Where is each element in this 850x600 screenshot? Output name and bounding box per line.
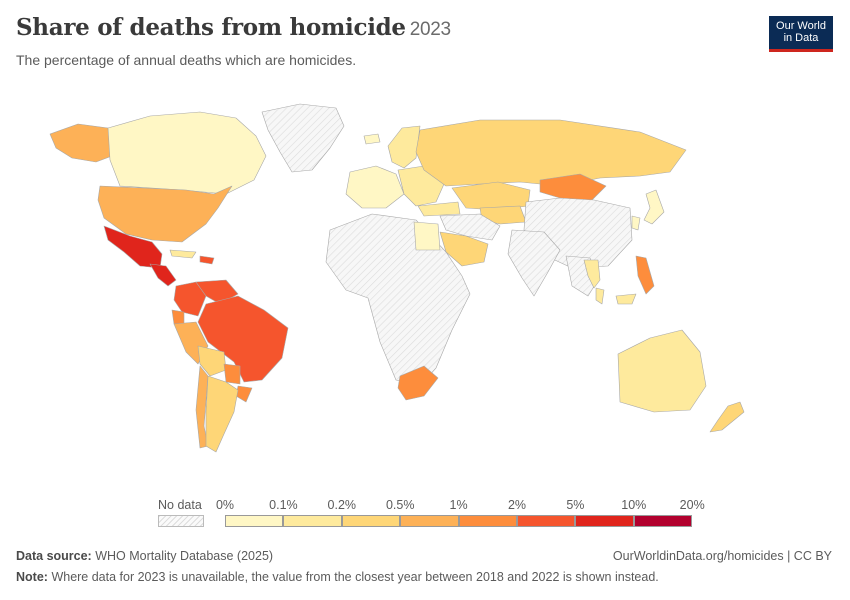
region-turkey[interactable] <box>417 201 461 217</box>
region-bolivia[interactable] <box>197 345 227 377</box>
region-japan[interactable] <box>643 189 665 225</box>
region-scandinavia[interactable] <box>387 125 421 169</box>
region-iceland[interactable] <box>363 133 381 145</box>
region-south-africa[interactable] <box>397 365 439 401</box>
legend-bin-5[interactable] <box>517 515 576 527</box>
region-cuba[interactable] <box>169 249 197 259</box>
color-legend: No data 0% 0.1% 0.2% 0.5% 1% 2% 5% 10% 20% <box>0 496 850 536</box>
chart-title-text: Share of deaths from homicide <box>16 14 406 41</box>
legend-tick-label: 0.1% <box>269 498 298 512</box>
footer-source-label: Data source: <box>16 549 92 563</box>
legend-bin-3[interactable] <box>400 515 459 527</box>
region-canada[interactable] <box>107 111 267 195</box>
legend-tick-label: 2% <box>507 498 527 512</box>
chart-title: Share of deaths from homicide 2023 <box>16 14 451 41</box>
region-south-korea[interactable] <box>631 215 641 231</box>
legend-bin-1[interactable] <box>283 515 342 527</box>
region-uruguay[interactable] <box>235 385 253 403</box>
region-india[interactable] <box>507 229 561 297</box>
region-australia[interactable] <box>617 329 707 413</box>
legend-tick-label: 0.5% <box>385 498 415 512</box>
region-brazil[interactable] <box>197 295 289 383</box>
region-philippines[interactable] <box>635 255 655 295</box>
logo-line-2: in Data <box>783 32 819 44</box>
owid-logo[interactable]: Our World in Data <box>769 16 833 52</box>
region-alaska[interactable] <box>49 123 113 163</box>
legend-bin-6[interactable] <box>575 515 634 527</box>
region-argentina[interactable] <box>205 375 239 453</box>
region-united-states[interactable] <box>97 185 233 243</box>
region-russia[interactable] <box>415 119 687 187</box>
region-thailand[interactable] <box>583 259 601 289</box>
region-central-america[interactable] <box>149 263 177 287</box>
legend-bin-4[interactable] <box>458 515 517 527</box>
footer-url[interactable]: OurWorldinData.org/homicides | CC BY <box>612 549 832 563</box>
region-middle-east[interactable] <box>439 213 501 241</box>
logo-line-1: Our World <box>776 20 826 32</box>
chart-subtitle: The percentage of annual deaths which ar… <box>16 52 357 68</box>
legend-tick-label: 5% <box>566 498 585 512</box>
chart-year: 2023 <box>409 19 451 40</box>
footer-note: Note: Where data for 2023 is unavailable… <box>16 570 659 584</box>
region-malaysia[interactable] <box>595 287 637 305</box>
world-map <box>49 103 745 453</box>
region-paraguay[interactable] <box>223 363 241 385</box>
region-ecuador[interactable] <box>171 309 185 325</box>
footer-source-text[interactable]: WHO Mortality Database (2025) <box>95 549 274 563</box>
legend-bin-0[interactable] <box>225 515 284 527</box>
footer-source: Data source: WHO Mortality Database (202… <box>16 549 273 563</box>
legend-bin-2[interactable] <box>341 515 401 527</box>
legend-tick-label: 10% <box>621 498 647 512</box>
legend-no-data-label: No data <box>158 498 202 512</box>
legend-tick-label: 0.2% <box>327 498 357 512</box>
legend-tick-label: 0% <box>215 498 235 512</box>
legend-tick-label: 20% <box>679 498 705 512</box>
footer-note-text: Where data for 2023 is unavailable, the … <box>51 570 659 584</box>
region-western-europe[interactable] <box>345 165 405 209</box>
region-caribbean[interactable] <box>199 255 215 265</box>
legend-tick-label: 1% <box>449 498 468 512</box>
region-new-zealand[interactable] <box>709 401 745 433</box>
region-egypt[interactable] <box>413 221 441 251</box>
region-greenland[interactable] <box>261 103 345 173</box>
legend-no-data-swatch <box>158 515 204 527</box>
legend-bin-7[interactable] <box>633 515 693 527</box>
footer-note-label: Note: <box>16 570 48 584</box>
